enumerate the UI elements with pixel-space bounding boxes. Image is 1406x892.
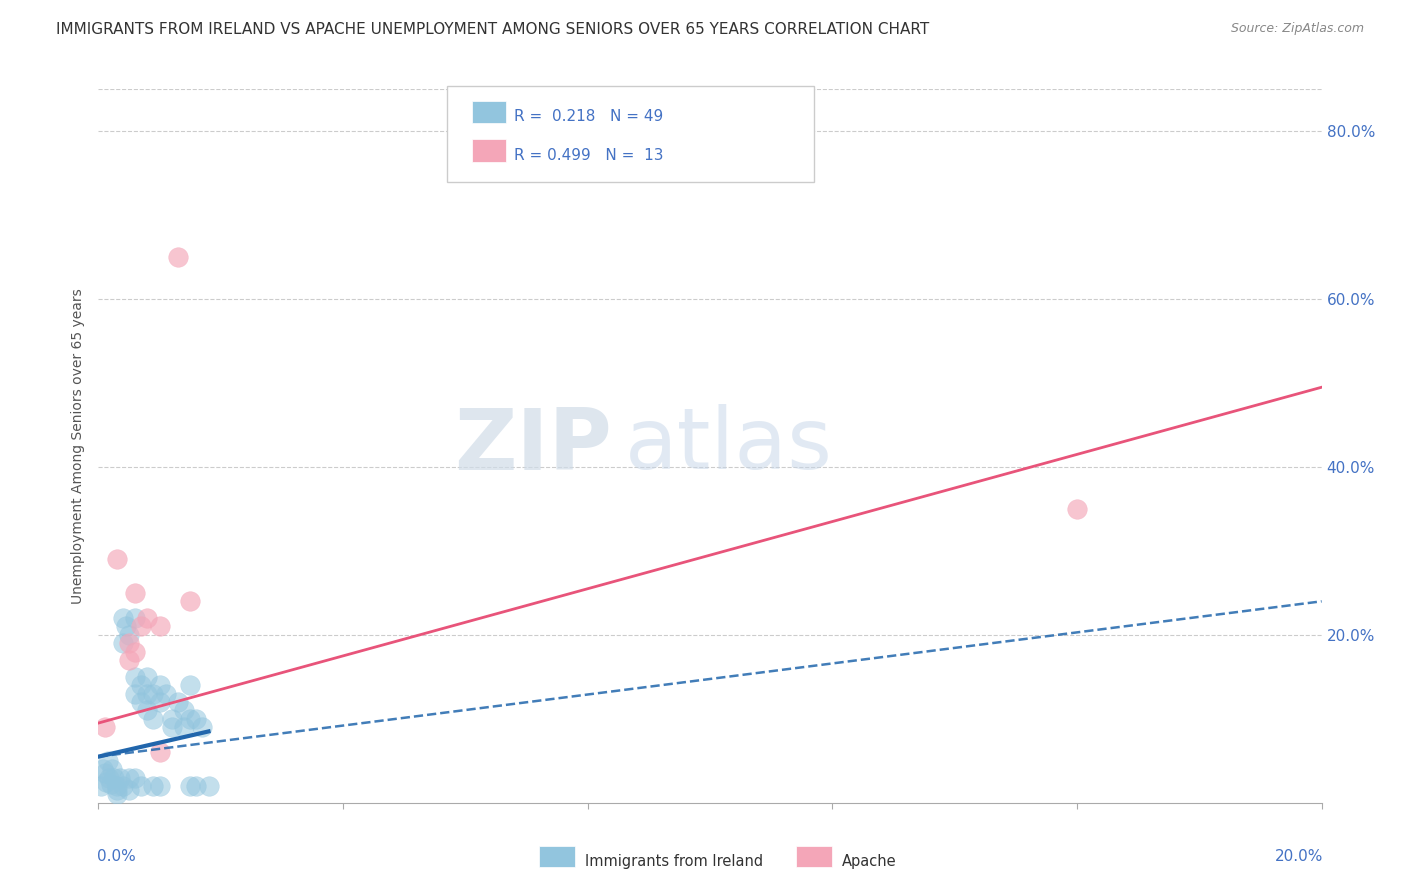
Text: Source: ZipAtlas.com: Source: ZipAtlas.com <box>1230 22 1364 36</box>
Text: Apache: Apache <box>842 855 897 869</box>
Point <box>103 771 125 785</box>
Point <box>167 250 190 264</box>
Point <box>155 687 177 701</box>
Point <box>160 720 183 734</box>
Point <box>118 653 141 667</box>
Y-axis label: Unemployment Among Seniors over 65 years: Unemployment Among Seniors over 65 years <box>72 288 86 604</box>
Point <box>111 779 134 793</box>
Point <box>142 779 165 793</box>
Point <box>90 779 112 793</box>
Point <box>149 779 172 793</box>
FancyBboxPatch shape <box>796 846 832 867</box>
Point <box>118 783 141 797</box>
Point <box>111 611 134 625</box>
Point <box>136 703 159 717</box>
Point <box>105 552 128 566</box>
Point <box>136 670 159 684</box>
Text: R =  0.218   N = 49: R = 0.218 N = 49 <box>515 109 664 124</box>
Point <box>98 771 121 785</box>
Text: 20.0%: 20.0% <box>1274 849 1323 864</box>
FancyBboxPatch shape <box>471 139 506 162</box>
Point <box>179 712 201 726</box>
Point <box>115 619 138 633</box>
Point <box>179 779 201 793</box>
Point <box>186 779 208 793</box>
FancyBboxPatch shape <box>447 86 814 182</box>
Point <box>179 594 201 608</box>
Point <box>124 687 146 701</box>
Point <box>142 687 165 701</box>
Point <box>173 720 195 734</box>
Point <box>136 687 159 701</box>
Point <box>100 777 122 791</box>
Point <box>186 712 208 726</box>
Text: 0.0%: 0.0% <box>97 849 136 864</box>
Point <box>197 779 219 793</box>
Text: Immigrants from Ireland: Immigrants from Ireland <box>585 855 763 869</box>
Point <box>179 678 201 692</box>
Point <box>124 645 146 659</box>
FancyBboxPatch shape <box>538 846 575 867</box>
Text: IMMIGRANTS FROM IRELAND VS APACHE UNEMPLOYMENT AMONG SENIORS OVER 65 YEARS CORRE: IMMIGRANTS FROM IRELAND VS APACHE UNEMPL… <box>56 22 929 37</box>
Point <box>124 771 146 785</box>
Point <box>94 774 117 789</box>
Point <box>118 628 141 642</box>
Text: atlas: atlas <box>624 404 832 488</box>
Point <box>91 762 114 776</box>
Point <box>173 703 195 717</box>
Point <box>105 783 128 797</box>
Point <box>142 712 165 726</box>
Text: R = 0.499   N =  13: R = 0.499 N = 13 <box>515 148 664 162</box>
Point <box>118 636 141 650</box>
Point <box>124 670 146 684</box>
Point <box>124 611 146 625</box>
Text: ZIP: ZIP <box>454 404 612 488</box>
Point <box>111 636 134 650</box>
Point <box>105 788 128 802</box>
Point <box>93 766 115 780</box>
Point <box>149 746 172 760</box>
Point <box>191 720 214 734</box>
Point <box>129 678 152 692</box>
Point <box>129 695 152 709</box>
Point <box>124 586 146 600</box>
Point <box>149 695 172 709</box>
Point <box>136 611 159 625</box>
Point <box>167 695 190 709</box>
Point <box>101 762 124 776</box>
Point <box>97 754 120 768</box>
Point <box>149 619 172 633</box>
Point <box>129 619 152 633</box>
Point <box>118 771 141 785</box>
Point <box>93 720 115 734</box>
Point <box>1066 502 1088 516</box>
Point <box>160 712 183 726</box>
Point <box>129 779 152 793</box>
Point <box>108 771 131 785</box>
Point <box>105 779 128 793</box>
FancyBboxPatch shape <box>471 101 506 123</box>
Point <box>149 678 172 692</box>
